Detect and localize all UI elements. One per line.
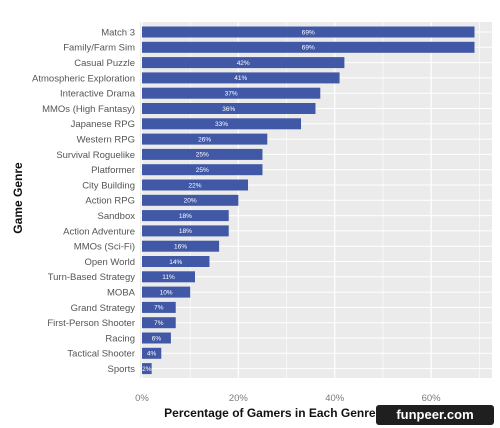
bar <box>142 57 345 69</box>
x-tick-label: 40% <box>325 393 345 404</box>
bar <box>142 41 475 53</box>
bar-value-label: 36% <box>222 106 235 113</box>
bar <box>142 133 268 145</box>
bar-value-label: 33% <box>215 121 228 128</box>
bar <box>142 363 152 375</box>
y-tick-label: Racing <box>105 333 135 344</box>
bar <box>142 26 475 38</box>
y-tick-label: Turn-Based Strategy <box>48 272 136 283</box>
bar <box>142 347 162 359</box>
bar-value-label: 26% <box>198 136 211 143</box>
bar-value-label: 25% <box>196 167 209 174</box>
watermark: funpeer.com <box>376 405 494 425</box>
bar-value-label: 69% <box>302 29 315 36</box>
y-tick-label: Interactive Drama <box>60 89 136 100</box>
bar-value-label: 69% <box>302 45 315 52</box>
bar-value-label: 6% <box>152 335 162 342</box>
y-tick-labels: Match 3 Family/Farm Sim Casual Puzzle Atmos… <box>32 27 136 375</box>
bar-value-label: 4% <box>147 351 157 358</box>
bar <box>142 148 263 160</box>
bar <box>142 210 229 222</box>
y-tick-label: Family/Farm Sim <box>63 43 135 54</box>
y-tick-label: Western RPG <box>77 135 135 146</box>
bars: 69% 69% 42% 41% 37% 36% 33% 26% 25% 25% 22% 20% 18% 1… <box>142 26 475 375</box>
bar <box>142 118 302 130</box>
y-tick-label: MOBA <box>107 288 136 299</box>
bar-value-label: 14% <box>169 259 182 266</box>
bar <box>142 332 171 344</box>
bar-value-label: 25% <box>196 152 209 159</box>
bar <box>142 301 176 313</box>
bar <box>142 179 249 191</box>
bar-value-label: 7% <box>154 305 164 312</box>
bar <box>142 240 220 252</box>
y-tick-label: First-Person Shooter <box>47 318 135 329</box>
bar-value-label: 18% <box>179 228 192 235</box>
bar-value-label: 37% <box>225 91 238 98</box>
y-tick-label: Action Adventure <box>63 226 135 237</box>
bar <box>142 87 321 99</box>
y-tick-label: Tactical Shooter <box>67 349 135 360</box>
bar-value-label: 42% <box>237 60 250 67</box>
bar-value-label: 22% <box>188 182 201 189</box>
y-tick-label: Match 3 <box>101 27 135 38</box>
y-tick-label: Japanese RPG <box>71 119 135 130</box>
bar <box>142 271 196 283</box>
bar-value-label: 20% <box>184 198 197 205</box>
bar <box>142 225 229 237</box>
y-tick-label: MMOs (High Fantasy) <box>42 104 135 115</box>
y-tick-label: MMOs (Sci-Fi) <box>74 242 135 253</box>
bar-value-label: 10% <box>160 289 173 296</box>
y-tick-label: Atmospheric Exploration <box>32 73 135 84</box>
bar <box>142 256 210 267</box>
y-tick-label: Action RPG <box>85 196 135 207</box>
bar <box>142 286 191 298</box>
y-tick-label: City Building <box>82 180 135 191</box>
bar <box>142 194 239 206</box>
x-tick-label: 60% <box>422 393 442 404</box>
y-tick-label: Platformer <box>91 165 135 176</box>
bar-value-label: 18% <box>179 213 192 220</box>
bar <box>142 164 263 176</box>
bar <box>142 72 340 84</box>
bar-value-label: 16% <box>174 244 187 251</box>
x-tick-label: 0% <box>135 393 149 404</box>
bar-value-label: 41% <box>234 75 247 82</box>
bar <box>142 317 176 329</box>
y-tick-label: Casual Puzzle <box>74 58 135 69</box>
y-tick-label: Sandbox <box>97 211 135 222</box>
watermark-text: funpeer.com <box>396 407 474 422</box>
x-tick-labels: 0% 20% 40% 60% <box>135 393 441 404</box>
y-tick-label: Grand Strategy <box>71 303 136 314</box>
bar-value-label: 7% <box>154 320 164 327</box>
y-tick-label: Open World <box>84 257 135 268</box>
y-axis-title: Game Genre <box>11 162 25 234</box>
y-tick-label: Sports <box>108 364 136 375</box>
bar-value-label: 2% <box>142 366 152 373</box>
bar <box>142 103 316 114</box>
y-tick-label: Survival Roguelike <box>56 150 135 161</box>
bar-value-label: 11% <box>162 274 175 281</box>
x-tick-label: 20% <box>229 393 249 404</box>
